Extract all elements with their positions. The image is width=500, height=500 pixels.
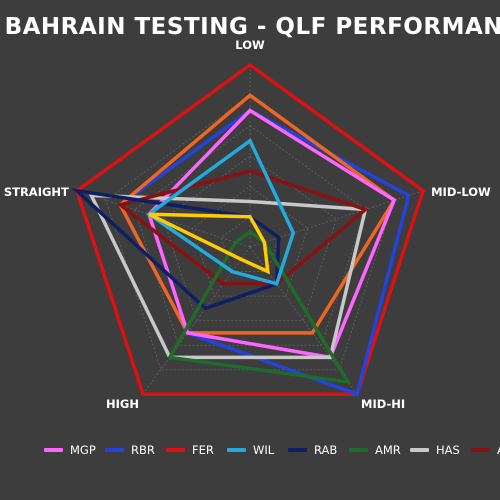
series-alp — [117, 93, 397, 335]
series-fer — [74, 62, 426, 396]
series-aud — [116, 169, 369, 286]
axis-label-high: HIGH — [106, 397, 139, 411]
axis-labels: LOW MID-LOW MID-HI HIGH STRAIGHT — [4, 38, 491, 411]
radar-series — [71, 62, 426, 397]
axis-label-low: LOW — [235, 38, 265, 52]
axis-label-straight: STRAIGHT — [4, 185, 69, 199]
series-wil — [145, 138, 296, 286]
axis-label-mid-low: MID-LOW — [431, 185, 491, 199]
chart-title: T3 BAHRAIN TESTING - QLF PERFORMANCE — [0, 14, 500, 40]
grid-ring — [162, 155, 338, 322]
series-rab — [71, 188, 281, 311]
series-mcl — [148, 212, 270, 275]
series-rbr — [117, 108, 411, 397]
axis-label-mid-hi: MID-HI — [361, 397, 405, 411]
grid-ring — [191, 185, 309, 297]
